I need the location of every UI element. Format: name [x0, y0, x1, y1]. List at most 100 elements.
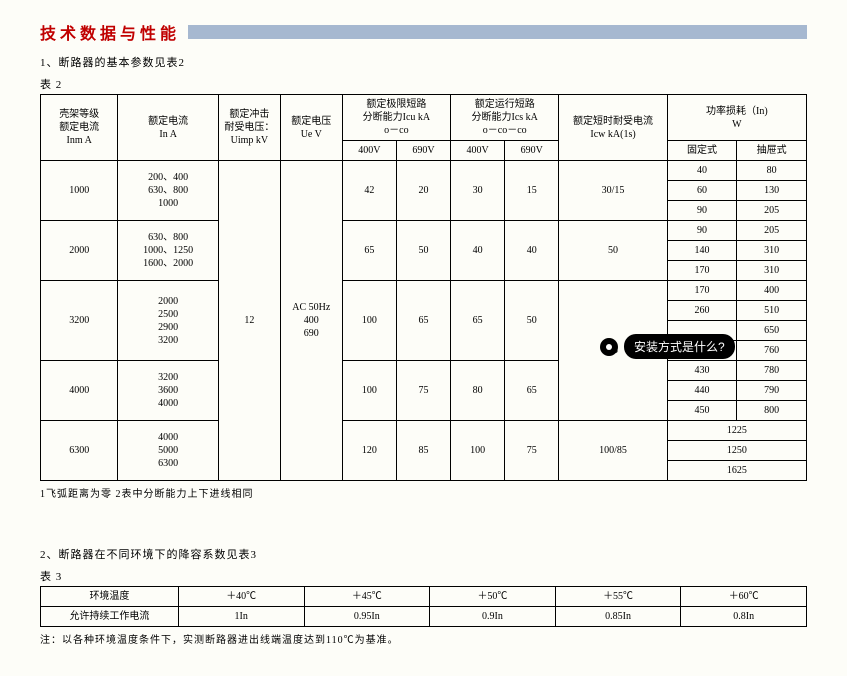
cell: 650: [737, 321, 807, 341]
cell: 1250: [667, 441, 806, 461]
cell: ＋60℃: [681, 587, 807, 607]
section1-intro: 1、断路器的基本参数见表2: [40, 54, 807, 70]
th-ics-690: 690V: [505, 141, 559, 161]
cell: 100: [451, 421, 505, 481]
cell: 40: [451, 221, 505, 281]
cell: 0.8In: [681, 607, 807, 627]
tooltip-dot-icon: [600, 338, 618, 356]
cell: 80: [737, 161, 807, 181]
cell: ＋40℃: [178, 587, 304, 607]
cell: 30: [451, 161, 505, 221]
cell: 20: [396, 161, 450, 221]
table-3: 环境温度 ＋40℃ ＋45℃ ＋50℃ ＋55℃ ＋60℃ 允许持续工作电流 1…: [40, 586, 807, 627]
cell: 1625: [667, 461, 806, 481]
cell-inm: 1000: [41, 161, 118, 221]
cell: 42: [342, 161, 396, 221]
cell: 100: [342, 361, 396, 421]
cell: 310: [737, 261, 807, 281]
cell: 85: [396, 421, 450, 481]
cell: 510: [737, 301, 807, 321]
page-title: 技术数据与性能: [40, 20, 188, 44]
tooltip-text: 安装方式是什么?: [624, 334, 735, 359]
cell: 1In: [178, 607, 304, 627]
cell: 40: [667, 161, 737, 181]
th-draw: 抽屉式: [737, 141, 807, 161]
cell: 75: [505, 421, 559, 481]
th-fixed: 固定式: [667, 141, 737, 161]
th-uimp: 额定冲击 耐受电压： Uimp kV: [218, 95, 280, 161]
cell: 260: [667, 301, 737, 321]
cell-inm: 4000: [41, 361, 118, 421]
t3-row1-label: 环境温度: [41, 587, 179, 607]
cell: 450: [667, 401, 737, 421]
page-title-bar: 技术数据与性能: [40, 20, 807, 44]
cell: 0.95In: [304, 607, 430, 627]
cell: 130: [737, 181, 807, 201]
table-2: 壳架等级 额定电流 Inm A 额定电流 In A 额定冲击 耐受电压： Uim…: [40, 94, 807, 481]
table-2-body: 1000 200、400 630、800 1000 12 AC 50Hz 400…: [41, 161, 807, 481]
table2-footnote: 1飞弧距离为零 2表中分断能力上下进线相同: [40, 485, 807, 500]
th-icw: 额定短时耐受电流 Icw kA(1s): [559, 95, 667, 161]
cell: 90: [667, 201, 737, 221]
cell: 170: [667, 281, 737, 301]
th-power: 功率损耗（In) W: [667, 95, 806, 141]
cell-inm: 6300: [41, 421, 118, 481]
th-in: 额定电流 In A: [118, 95, 219, 161]
section2-intro: 2、断路器在不同环境下的降容系数见表3: [40, 546, 807, 562]
th-icu-690: 690V: [396, 141, 450, 161]
cell: 140: [667, 241, 737, 261]
cell: 790: [737, 381, 807, 401]
cell: 120: [342, 421, 396, 481]
cell: 65: [451, 281, 505, 361]
cell: 760: [737, 341, 807, 361]
cell: 0.9In: [430, 607, 556, 627]
cell: 50: [396, 221, 450, 281]
cell: 1225: [667, 421, 806, 441]
cell: 90: [667, 221, 737, 241]
cell: 170: [667, 261, 737, 281]
cell-in: 630、800 1000、1250 1600、2000: [118, 221, 219, 281]
cell: 310: [737, 241, 807, 261]
cell: 15: [505, 161, 559, 221]
cell: 60: [667, 181, 737, 201]
title-stripe: [188, 25, 807, 39]
cell-in: 2000 2500 2900 3200: [118, 281, 219, 361]
th-ics-400: 400V: [451, 141, 505, 161]
cell: ＋50℃: [430, 587, 556, 607]
cell: 80: [451, 361, 505, 421]
cell: 40: [505, 221, 559, 281]
cell-in: 3200 3600 4000: [118, 361, 219, 421]
t3-row2-label: 允许持续工作电流: [41, 607, 179, 627]
cell: 75: [396, 361, 450, 421]
th-ue: 额定电压 Ue V: [280, 95, 342, 161]
cell: 50: [559, 221, 667, 281]
cell-inm: 2000: [41, 221, 118, 281]
cell: 800: [737, 401, 807, 421]
cell: 780: [737, 361, 807, 381]
cell: 400: [737, 281, 807, 301]
cell: ＋45℃: [304, 587, 430, 607]
cell-uimp: 12: [218, 161, 280, 481]
cell: 440: [667, 381, 737, 401]
th-icu: 额定极限短路 分断能力Icu kA o－co: [342, 95, 450, 141]
th-ics: 额定运行短路 分断能力Ics kA o－co－co: [451, 95, 559, 141]
cell: 430: [667, 361, 737, 381]
cell-ue: AC 50Hz 400 690: [280, 161, 342, 481]
cell-in: 4000 5000 6300: [118, 421, 219, 481]
cell-in: 200、400 630、800 1000: [118, 161, 219, 221]
cell: 205: [737, 221, 807, 241]
cell: 0.85In: [555, 607, 681, 627]
cell-inm: 3200: [41, 281, 118, 361]
cell: 100: [342, 281, 396, 361]
section2-table-label: 表 3: [40, 568, 807, 584]
cell: 65: [396, 281, 450, 361]
cell: 205: [737, 201, 807, 221]
cell: ＋55℃: [555, 587, 681, 607]
help-tooltip[interactable]: 安装方式是什么?: [600, 334, 735, 359]
th-inm: 壳架等级 额定电流 Inm A: [41, 95, 118, 161]
th-icu-400: 400V: [342, 141, 396, 161]
section1-table-label: 表 2: [40, 76, 807, 92]
cell: 50: [505, 281, 559, 361]
cell: 30/15: [559, 161, 667, 221]
table3-footnote: 注：以各种环境温度条件下，实测断路器进出线端温度达到110℃为基准。: [40, 631, 807, 646]
